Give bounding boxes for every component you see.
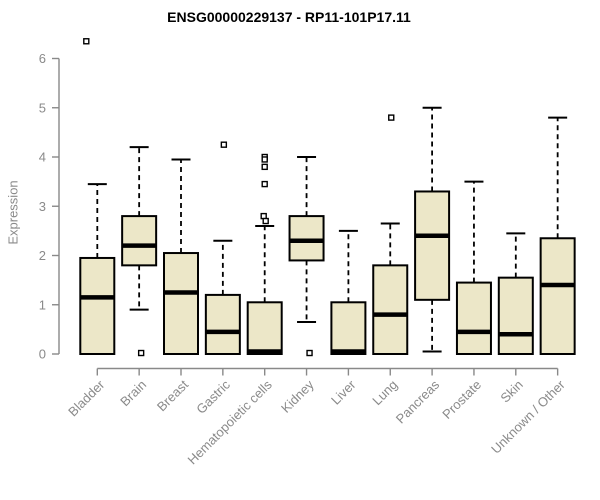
outlier-point bbox=[261, 163, 268, 171]
x-tick-label: Unknown / Other bbox=[488, 377, 568, 457]
y-tick-label: 1 bbox=[39, 297, 46, 312]
x-tick-label: Gastric bbox=[193, 377, 233, 417]
x-tick-label: Skin bbox=[497, 377, 525, 405]
outlier-point bbox=[261, 180, 268, 188]
outlier-point bbox=[83, 38, 90, 45]
box-hematopoietic-cells bbox=[246, 301, 283, 356]
box-bladder bbox=[79, 256, 116, 355]
x-tick-label: Kidney bbox=[278, 377, 317, 416]
y-tick-label: 4 bbox=[39, 150, 46, 165]
x-tick-label: Prostate bbox=[439, 377, 484, 422]
chart-title: ENSG00000229137 - RP11-101P17.11 bbox=[167, 9, 411, 25]
box-lung bbox=[372, 264, 409, 356]
outlier-point bbox=[137, 349, 145, 357]
box-prostate bbox=[455, 281, 492, 355]
box-brain bbox=[121, 215, 158, 267]
y-tick-label: 6 bbox=[39, 51, 46, 66]
box-kidney bbox=[288, 215, 325, 262]
x-tick-label: Lung bbox=[369, 377, 400, 408]
y-tick-label: 5 bbox=[39, 100, 46, 115]
box-breast bbox=[163, 252, 199, 356]
outlier-point bbox=[262, 217, 269, 225]
x-tick-label: Liver bbox=[328, 377, 359, 408]
y-tick-label: 3 bbox=[39, 199, 46, 214]
box-skin bbox=[497, 276, 534, 356]
box-pancreas bbox=[414, 190, 451, 301]
x-tick-label: Pancreas bbox=[393, 377, 443, 427]
y-tick-label: 2 bbox=[39, 248, 46, 263]
y-tick-label: 0 bbox=[39, 347, 46, 362]
box-unknown-other bbox=[539, 237, 576, 355]
x-tick-label: Brain bbox=[117, 377, 149, 409]
box-liver bbox=[330, 301, 367, 356]
box-gastric bbox=[204, 293, 241, 355]
outlier-point bbox=[388, 114, 395, 121]
x-tick-label: Bladder bbox=[65, 377, 108, 420]
outlier-point bbox=[306, 349, 313, 357]
outlier-point bbox=[261, 156, 268, 163]
outlier-point bbox=[220, 141, 228, 148]
x-tick-label: Breast bbox=[154, 377, 191, 414]
